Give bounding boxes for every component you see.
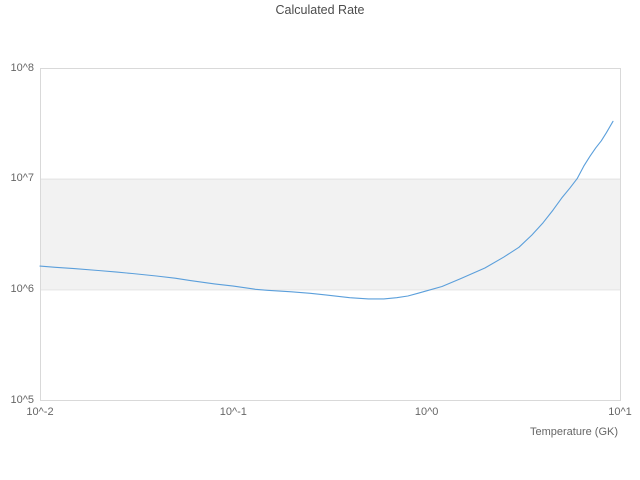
highlight-band — [40, 178, 620, 290]
x-tick-label: 10^-2 — [26, 406, 54, 418]
plot-border — [40, 68, 621, 401]
x-tick-label: 10^0 — [414, 406, 439, 418]
x-tick-label: 10^1 — [608, 406, 632, 418]
y-tick-label: 10^6 — [10, 282, 34, 295]
chart-title: Calculated Rate — [275, 3, 365, 17]
x-tick-label: 10^-1 — [219, 406, 247, 418]
y-tick-label: 10^7 — [10, 172, 34, 185]
x-axis-title: Temperature (GK) — [529, 426, 618, 438]
series-line-calculated-rate — [39, 120, 614, 300]
y-tick-label: 10^5 — [10, 393, 34, 406]
y-tick-label: 10^8 — [10, 61, 34, 74]
